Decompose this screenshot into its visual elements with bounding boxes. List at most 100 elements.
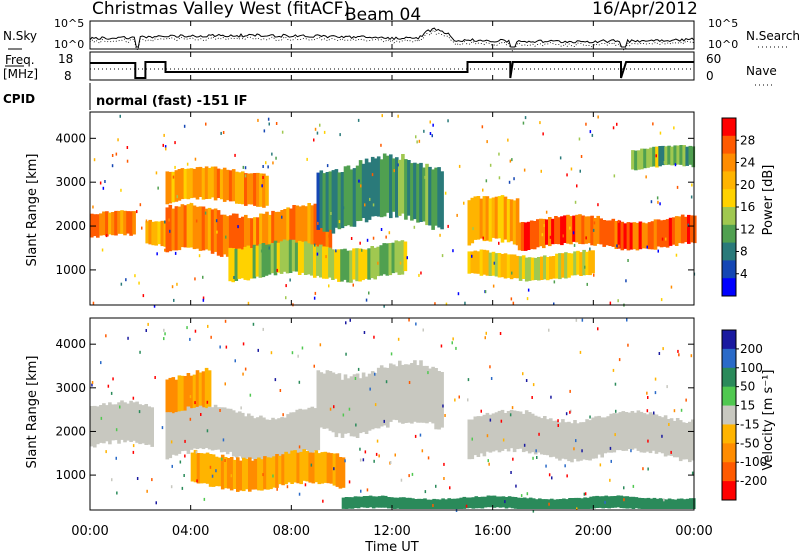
power-noise-pixel <box>330 212 332 215</box>
velocity-cell <box>401 364 405 424</box>
power-cell <box>168 204 173 252</box>
power-noise-pixel <box>244 166 247 170</box>
velocity-noise-pixel <box>573 447 575 451</box>
power-noise-pixel <box>413 225 416 229</box>
velocity-noise-pixel <box>110 391 113 395</box>
power-noise-pixel <box>194 277 196 281</box>
power-cell <box>225 216 230 257</box>
power-noise-pixel <box>204 211 207 215</box>
power-noise-pixel <box>357 118 360 122</box>
velocity-cell <box>147 406 151 445</box>
velocity-noise-pixel <box>91 381 94 384</box>
power-cell <box>265 175 269 206</box>
velocity-cell <box>661 499 666 509</box>
velocity-cell <box>186 406 191 454</box>
velocity-noise-pixel <box>357 367 360 371</box>
velocity-noise-pixel <box>502 438 505 442</box>
power-noise-pixel <box>646 245 648 249</box>
power-noise-pixel <box>257 118 259 122</box>
velocity-cell <box>624 412 629 451</box>
power-noise-pixel <box>92 301 95 305</box>
velocity-cell <box>657 416 662 453</box>
velocity-noise-pixel <box>668 423 670 426</box>
power-cell <box>485 250 490 276</box>
velocity-noise-pixel <box>390 352 393 356</box>
power-cell <box>268 214 272 256</box>
velocity-noise-pixel <box>662 347 664 351</box>
power-noise-pixel <box>457 292 460 296</box>
velocity-cell <box>676 498 681 509</box>
power-cell <box>431 169 435 230</box>
velocity-cell <box>361 372 366 433</box>
power-noise-pixel <box>174 251 177 255</box>
power-noise-pixel <box>338 220 341 224</box>
power-cell <box>310 244 314 276</box>
power-noise-pixel <box>366 238 369 242</box>
velocity-cell <box>180 410 185 452</box>
power-cell <box>256 172 260 207</box>
velocity-cell <box>559 499 563 509</box>
power-cell <box>253 173 257 206</box>
velocity-cell <box>615 413 620 451</box>
power-noise-pixel <box>186 162 189 166</box>
power-noise-pixel <box>275 122 278 125</box>
velocity-cell <box>664 499 669 509</box>
freq-unit-label: [MHz] <box>3 67 38 81</box>
power-cell <box>291 239 296 272</box>
velocity-cell <box>429 499 433 509</box>
velocity-cell <box>347 497 352 509</box>
velocity-cell <box>239 460 243 491</box>
power-cell <box>177 206 182 251</box>
velocity-cell <box>141 405 145 444</box>
power-cell <box>373 158 378 217</box>
power-cell <box>533 257 538 280</box>
power-noise-pixel <box>655 154 657 158</box>
velocity-cell <box>183 376 188 417</box>
velocity-noise-pixel <box>224 459 226 462</box>
velocity-cell <box>507 496 512 508</box>
velocity-cell <box>612 413 617 453</box>
power-noise-pixel <box>562 234 564 238</box>
velocity-cell <box>328 371 333 431</box>
power-noise-pixel <box>142 294 145 298</box>
power-noise-pixel <box>627 259 629 262</box>
velocity-noise-pixel <box>661 434 663 438</box>
velocity-cell <box>672 420 677 458</box>
velocity-noise-pixel <box>480 409 482 413</box>
velocity-cell <box>231 410 236 457</box>
power-cell <box>561 253 565 278</box>
power-cell <box>500 195 505 243</box>
power-cell <box>358 160 363 221</box>
power-cell <box>679 145 683 165</box>
velocity-noise-pixel <box>500 419 503 423</box>
power-cell <box>367 248 371 280</box>
power-noise-pixel <box>589 247 591 251</box>
power-noise-pixel <box>415 135 417 139</box>
velocity-colorbar-tick-label: 200 <box>740 342 763 356</box>
velocity-noise-pixel <box>373 459 375 463</box>
power-cell <box>222 214 227 255</box>
velocity-cell <box>356 496 361 509</box>
velocity-noise-pixel <box>484 336 486 340</box>
velocity-noise-pixel <box>230 474 233 478</box>
velocity-cell <box>417 498 421 509</box>
velocity-noise-pixel <box>112 377 114 381</box>
velocity-cell <box>105 405 109 442</box>
velocity-heatmap-cells <box>90 318 696 513</box>
velocity-noise-pixel <box>612 499 614 503</box>
power-cell <box>419 162 423 222</box>
velocity-cell <box>207 406 212 450</box>
velocity-noise-pixel <box>383 419 385 423</box>
velocity-cell <box>225 408 230 455</box>
power-noise-pixel <box>265 161 267 165</box>
power-cell <box>512 254 517 279</box>
velocity-cell <box>310 406 315 453</box>
velocity-noise-pixel <box>376 439 379 443</box>
power-noise-pixel <box>281 130 284 134</box>
power-cell <box>608 220 612 246</box>
power-cell <box>671 217 676 245</box>
power-cell <box>664 146 668 165</box>
power-cell <box>599 218 603 245</box>
velocity-noise-pixel <box>597 327 599 331</box>
